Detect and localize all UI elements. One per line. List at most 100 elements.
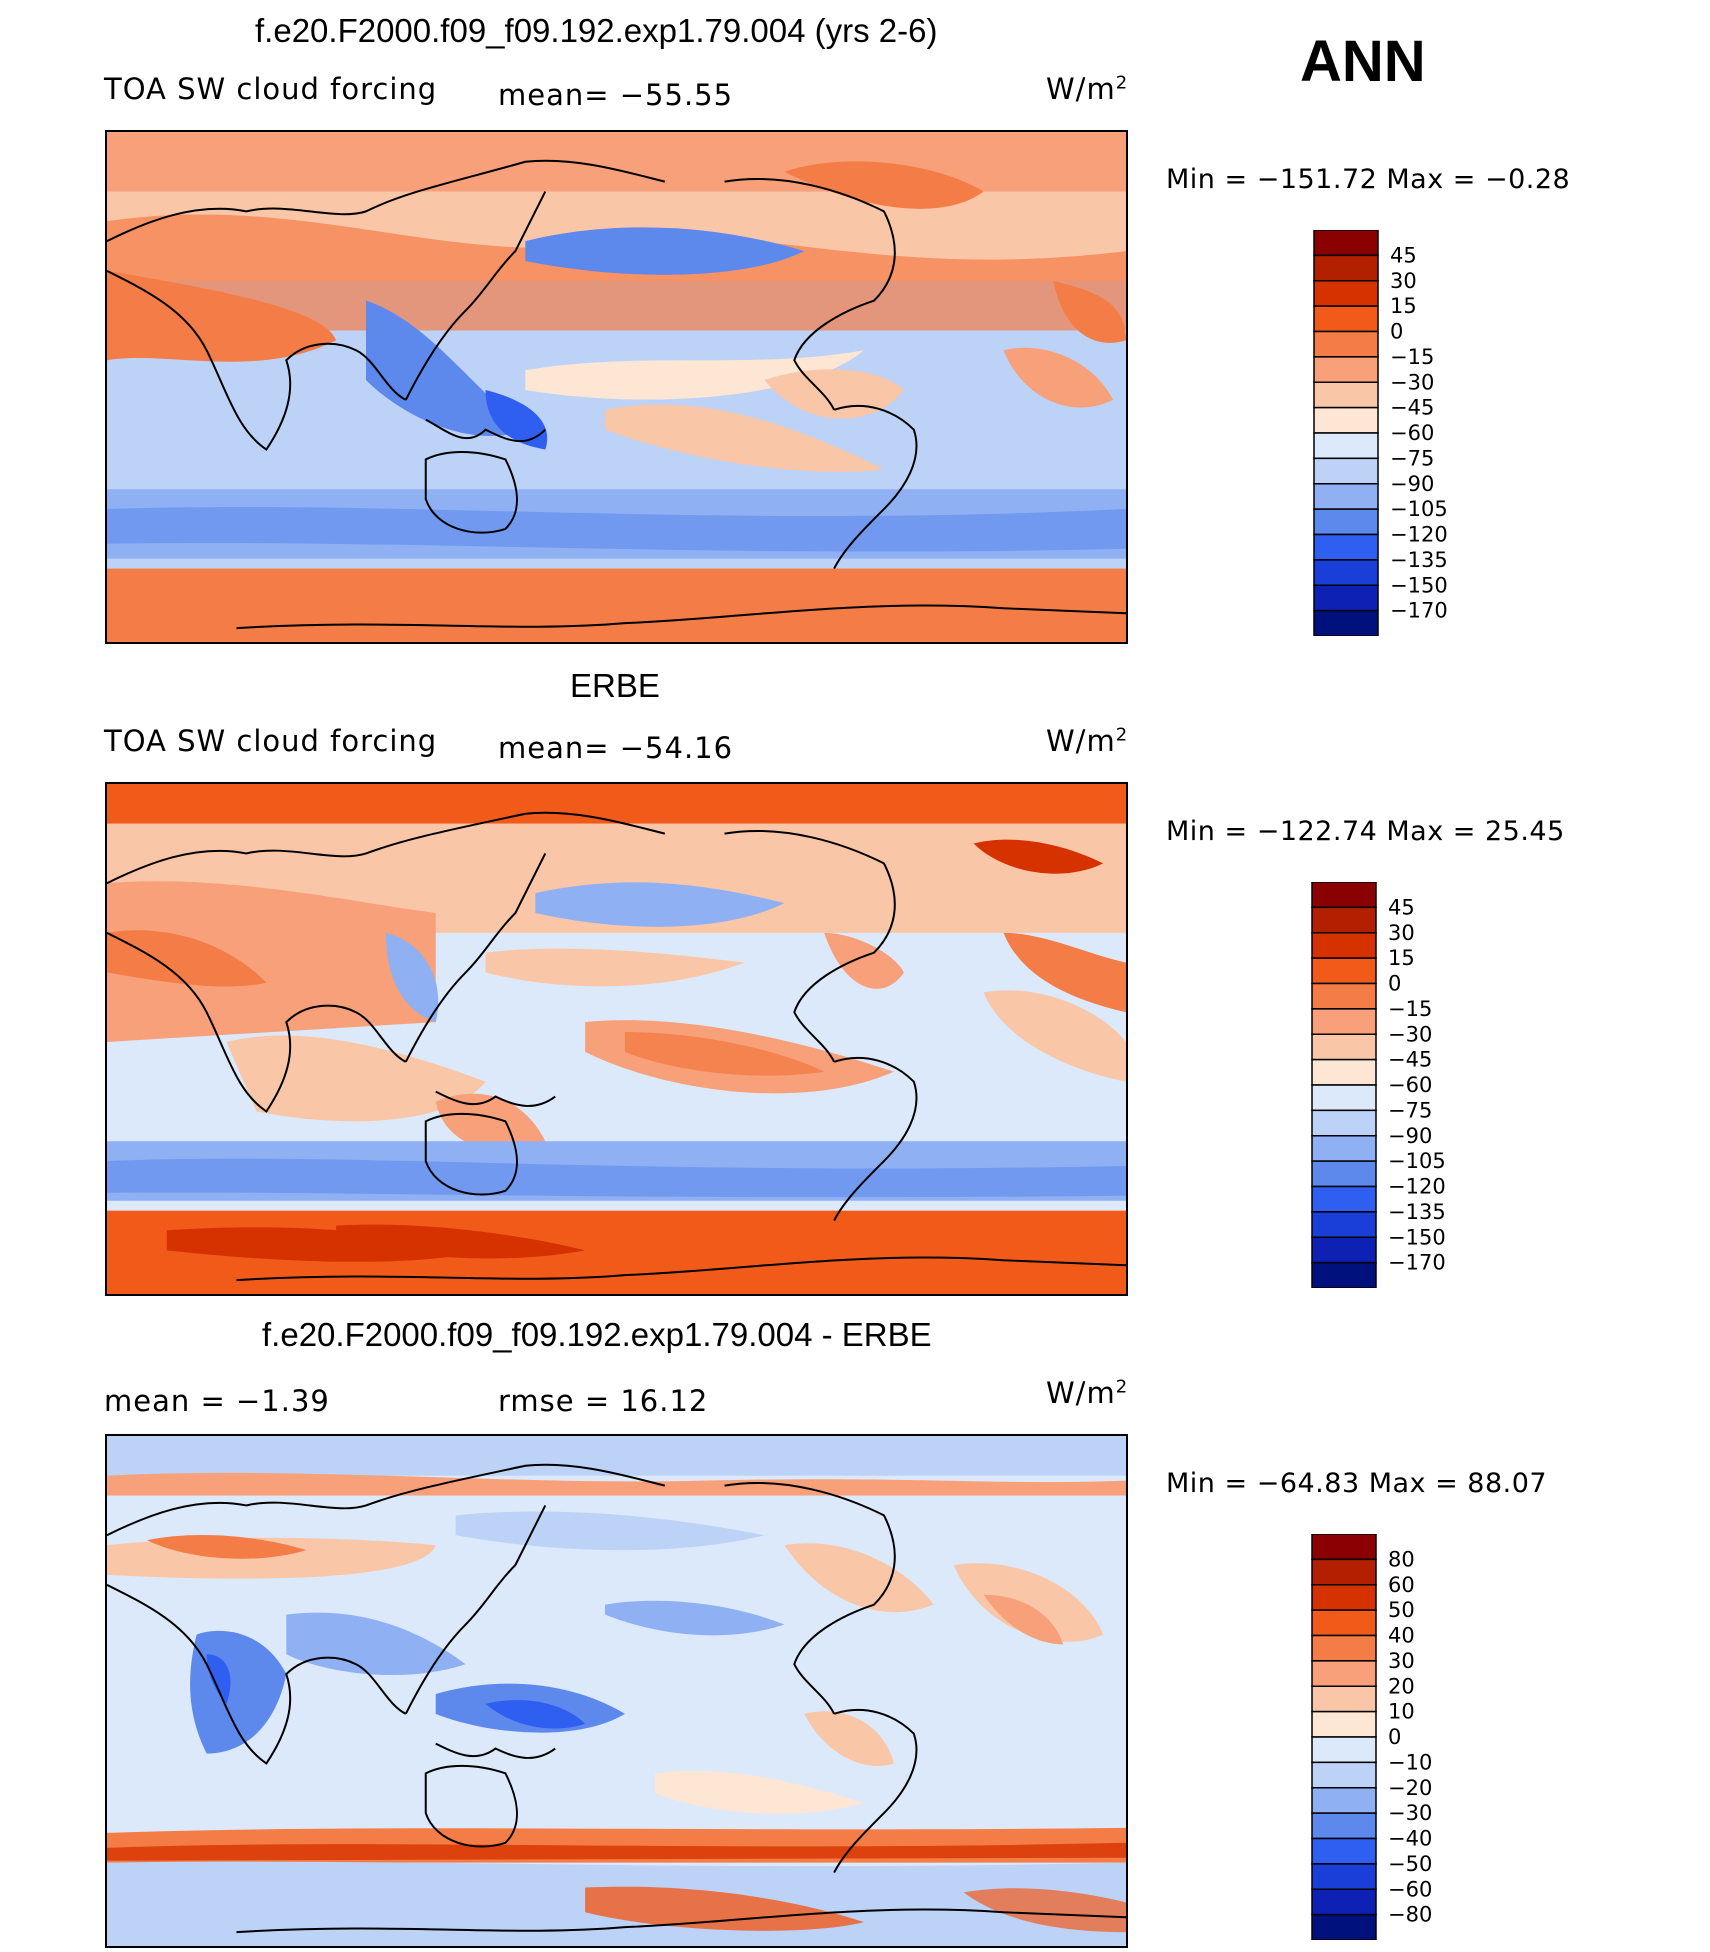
panel2-variable-label: TOA SW cloud forcing	[104, 724, 438, 758]
colorbar-tick-label: −170	[1390, 599, 1448, 623]
panel2-minmax: Min = −122.74 Max = 25.45	[1166, 816, 1565, 847]
colorbar-tick-label: −15	[1388, 997, 1432, 1021]
panel2-map-svg	[107, 784, 1126, 1294]
colorbar-tick-label: 50	[1388, 1598, 1415, 1622]
colorbar-swatch	[1311, 1685, 1377, 1713]
panel3-title: f.e20.F2000.f09_f09.192.exp1.79.004 - ER…	[262, 1316, 932, 1353]
colorbar-swatch	[1313, 280, 1379, 307]
panel3-minmax: Min = −64.83 Max = 88.07	[1166, 1468, 1548, 1499]
panel1-units: W/m2	[1046, 72, 1128, 106]
colorbar-tick-label: −75	[1388, 1098, 1432, 1122]
colorbar-tick-label: −60	[1388, 1073, 1432, 1097]
colorbar-swatch	[1311, 1660, 1377, 1687]
colorbar-tick-label: −30	[1388, 1801, 1432, 1825]
colorbar-swatch	[1311, 1534, 1377, 1561]
colorbar-swatch	[1311, 1634, 1377, 1662]
colorbar-swatch	[1311, 1710, 1377, 1738]
colorbar-tick-label: −15	[1390, 345, 1434, 369]
colorbar-swatch	[1311, 1084, 1377, 1112]
colorbar-tick-label: 60	[1388, 1573, 1415, 1597]
colorbar-tick-label: 40	[1388, 1624, 1415, 1648]
colorbar-tick-label: 10	[1388, 1700, 1415, 1724]
colorbar-swatch	[1313, 584, 1379, 612]
panel1-mean-label: mean= −55.55	[498, 78, 734, 112]
colorbar-tick-label: −105	[1388, 1149, 1446, 1173]
panel1-map	[105, 130, 1128, 644]
colorbar-tick-label: −45	[1388, 1048, 1432, 1072]
colorbar-tick-label: −150	[1390, 573, 1448, 597]
colorbar-swatch	[1311, 1033, 1377, 1061]
colorbar-tick-label: 45	[1390, 243, 1417, 267]
colorbar-swatch	[1313, 457, 1379, 485]
colorbar-swatch	[1313, 381, 1379, 409]
colorbar-tick-label: 15	[1390, 294, 1417, 318]
panel1-minmax: Min = −151.72 Max = −0.28	[1166, 164, 1571, 195]
colorbar-tick-label: −60	[1390, 421, 1434, 445]
colorbar-swatch	[1313, 356, 1379, 383]
colorbar-tick-label: −50	[1388, 1852, 1432, 1876]
colorbar-swatch	[1311, 1584, 1377, 1611]
colorbar-tick-label: −135	[1390, 548, 1448, 572]
panel1-map-svg	[107, 132, 1126, 642]
colorbar-tick-label: 30	[1388, 921, 1415, 945]
colorbar-swatch	[1311, 1135, 1377, 1162]
panel3-map	[105, 1434, 1128, 1948]
colorbar-tick-label: −150	[1388, 1225, 1446, 1249]
panel2-units-sup: 2	[1115, 724, 1129, 746]
colorbar-tick-label: −90	[1390, 472, 1434, 496]
colorbar-tick-label: −170	[1388, 1251, 1446, 1275]
colorbar-tick-label: −135	[1388, 1200, 1446, 1224]
colorbar-tick-label: −80	[1388, 1903, 1432, 1927]
panel1-colorbar-svg: 4530150−15−30−45−60−75−90−105−120−135−15…	[1313, 230, 1448, 636]
panel2-title: ERBE	[570, 667, 660, 704]
colorbar-tick-label: −120	[1390, 523, 1448, 547]
panel2-units: W/m2	[1046, 724, 1128, 758]
colorbar-swatch	[1313, 533, 1379, 561]
panel1-units-text: W/m	[1046, 72, 1116, 106]
colorbar-swatch	[1311, 1609, 1377, 1637]
panel1-colorbar: 45 30 15 0 −15 −30 −45 −60 −75 −90 −105 −120 −135 −15…	[1312, 230, 1482, 636]
colorbar-swatch	[1311, 1185, 1377, 1213]
panel1-units-sup: 2	[1115, 72, 1129, 94]
colorbar-swatch	[1311, 1736, 1377, 1764]
colorbar-tick-label: −45	[1390, 396, 1434, 420]
colorbar-swatch	[1311, 1837, 1377, 1865]
colorbar-tick-label: −120	[1388, 1175, 1446, 1199]
colorbar-swatch	[1311, 1261, 1377, 1288]
colorbar-swatch	[1311, 1236, 1377, 1264]
colorbar-tick-label: −90	[1388, 1124, 1432, 1148]
colorbar-tick-label: 0	[1388, 972, 1401, 996]
colorbar-tick-label: −30	[1388, 1022, 1432, 1046]
panel2-map	[105, 782, 1128, 1296]
colorbar-swatch	[1311, 1109, 1377, 1137]
colorbar-tick-label: −40	[1388, 1827, 1432, 1851]
colorbar-swatch	[1311, 1211, 1377, 1238]
colorbar-swatch	[1313, 254, 1379, 282]
panel1-title: f.e20.F2000.f09_f09.192.exp1.79.004 (yrs…	[255, 12, 938, 49]
colorbar-swatch	[1311, 957, 1377, 985]
colorbar-tick-label: −30	[1390, 370, 1434, 394]
panel2-colorbar-svg: 4530150−15−30−45−60−75−90−105−120−135−15…	[1311, 882, 1446, 1288]
colorbar-swatch	[1313, 230, 1379, 257]
colorbar-tick-label: −105	[1390, 497, 1448, 521]
colorbar-swatch	[1311, 1008, 1377, 1035]
colorbar-swatch	[1311, 1863, 1377, 1890]
colorbar-tick-label: 30	[1390, 269, 1417, 293]
panel3-rmse-label: rmse = 16.12	[498, 1384, 709, 1418]
panel3-units: W/m2	[1046, 1376, 1128, 1410]
colorbar-swatch	[1311, 1913, 1377, 1940]
colorbar-swatch	[1311, 1058, 1377, 1086]
panel3-units-sup: 2	[1115, 1376, 1129, 1398]
colorbar-swatch	[1311, 982, 1377, 1010]
colorbar-swatch	[1311, 882, 1377, 909]
colorbar-tick-label: −60	[1388, 1877, 1432, 1901]
colorbar-tick-label: 80	[1388, 1547, 1415, 1571]
panel3-units-text: W/m	[1046, 1376, 1116, 1410]
colorbar-tick-label: 30	[1388, 1649, 1415, 1673]
colorbar-swatch	[1311, 1787, 1377, 1814]
colorbar-tick-label: 0	[1390, 320, 1403, 344]
colorbar-swatch	[1311, 1812, 1377, 1840]
panel3-mean-label: mean = −1.39	[104, 1384, 330, 1418]
colorbar-swatch	[1311, 1761, 1377, 1789]
